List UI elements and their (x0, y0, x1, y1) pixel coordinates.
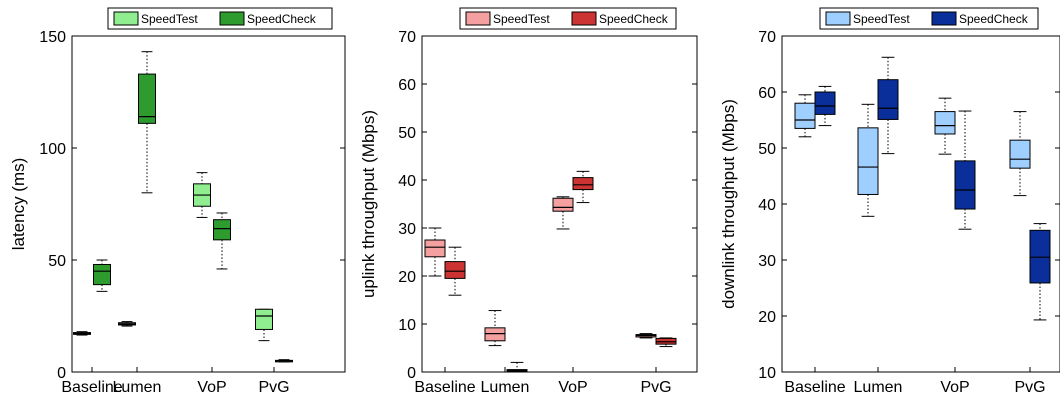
iqr-box (138, 73, 156, 124)
y-tick-label: 40 (758, 197, 776, 214)
legend-label: SpeedCheck (959, 12, 1029, 26)
y-tick-label: 70 (398, 29, 416, 46)
y-tick-label: 50 (758, 141, 776, 158)
x-tick-label: Lumen (481, 379, 530, 396)
box-speedcheck-pvg (1029, 223, 1051, 321)
box-speedtest-baseline (424, 227, 446, 277)
y-tick-label: 20 (398, 269, 416, 286)
box-speedcheck-baseline (444, 246, 466, 296)
x-tick-label: PvG (640, 379, 671, 396)
box-speedtest-baseline (73, 331, 91, 336)
y-tick-label: 0 (407, 365, 416, 382)
box-speedcheck-lumen (506, 361, 528, 373)
y-axis-label: uplink throughput (Mbps) (359, 110, 378, 298)
x-tick-label: PvG (1014, 379, 1045, 396)
x-tick-label: VoP (558, 379, 587, 396)
y-tick-label: 10 (398, 317, 416, 334)
box-speedtest-pvg (255, 308, 273, 342)
legend-frame (819, 7, 1039, 30)
iqr-box (877, 79, 899, 120)
iqr-box (857, 127, 879, 195)
box-speedtest-vop (552, 196, 574, 230)
box-speedcheck-vop (572, 170, 594, 204)
iqr-box (424, 239, 446, 258)
box-speedcheck-lumen (138, 51, 156, 194)
y-tick-label: 60 (758, 85, 776, 102)
y-tick-label: 30 (398, 221, 416, 238)
iqr-box (444, 261, 466, 279)
legend: SpeedTest SpeedCheck (819, 7, 1039, 30)
y-tick-label: 40 (398, 173, 416, 190)
y-tick-label: 70 (758, 29, 776, 46)
x-tick-label: VoP (197, 379, 226, 396)
legend-label: SpeedTest (853, 12, 910, 26)
x-tick-label: VoP (940, 379, 969, 396)
legend-swatch (219, 11, 245, 26)
box-speedcheck-pvg (275, 359, 293, 363)
x-tick-label: Baseline (414, 379, 475, 396)
iqr-box (93, 263, 111, 286)
iqr-box (572, 177, 594, 191)
box-speedtest-vop (934, 97, 956, 155)
y-tick-label: 10 (758, 365, 776, 382)
y-axis-label: latency (ms) (9, 158, 28, 251)
y-axis-label: downlink throughput (Mbps) (719, 99, 738, 309)
legend-label: SpeedCheck (247, 12, 317, 26)
panel-3: 10 20 30 40 50 60 70 Baseline Lumen VoP PvG downlin… (719, 7, 1060, 396)
y-tick-label: 0 (57, 365, 66, 382)
box-speedtest-pvg (1009, 111, 1031, 197)
iqr-box (484, 327, 506, 342)
box-speedcheck-vop (213, 212, 231, 270)
y-tick-label: 20 (758, 309, 776, 326)
legend-frame (459, 7, 677, 30)
legend: SpeedTest SpeedCheck (459, 7, 677, 30)
box-speedtest-baseline (794, 94, 816, 138)
iqr-box (1009, 139, 1031, 169)
legend-swatch (571, 11, 597, 26)
y-tick-label: 50 (48, 253, 66, 270)
legend-swatch (825, 11, 851, 26)
legend-swatch (931, 11, 957, 26)
box-speedtest-lumen (118, 321, 136, 327)
x-tick-label: Baseline (61, 379, 122, 396)
legend-label: SpeedTest (493, 12, 550, 26)
plot-frame (71, 35, 346, 373)
iqr-box (814, 91, 836, 115)
y-tick-label: 30 (758, 253, 776, 270)
box-speedcheck-baseline (814, 85, 836, 127)
panel-2: 0 10 20 30 40 50 60 70 Baseline Lumen VoP PvG uplink… (359, 7, 698, 396)
box-speedcheck-vop (954, 110, 976, 230)
x-tick-label: Lumen (113, 379, 162, 396)
box-speedtest-pvg (635, 333, 657, 339)
x-tick-label: Lumen (854, 379, 903, 396)
box-speedcheck-pvg (655, 337, 677, 348)
iqr-box (934, 111, 956, 135)
y-tick-label: 50 (398, 125, 416, 142)
legend-label: SpeedTest (141, 12, 198, 26)
x-tick-label: Baseline (784, 379, 845, 396)
y-tick-label: 60 (398, 77, 416, 94)
legend-swatch (113, 11, 139, 26)
y-tick-label: 100 (39, 141, 66, 158)
box-speedcheck-lumen (877, 56, 899, 155)
plot-frame (421, 35, 698, 373)
legend-swatch (465, 11, 491, 26)
iqr-box (954, 160, 976, 210)
y-tick-label: 150 (39, 29, 66, 46)
box-speedtest-lumen (857, 103, 879, 217)
box-speedtest-vop (193, 172, 211, 218)
x-tick-label: PvG (258, 379, 289, 396)
box-speedtest-lumen (484, 310, 506, 347)
iqr-box (255, 308, 273, 330)
legend: SpeedTest SpeedCheck (107, 7, 333, 30)
iqr-box (213, 219, 231, 241)
legend-label: SpeedCheck (599, 12, 669, 26)
iqr-box (552, 197, 574, 212)
box-speedcheck-baseline (93, 259, 111, 292)
iqr-box (794, 102, 816, 129)
